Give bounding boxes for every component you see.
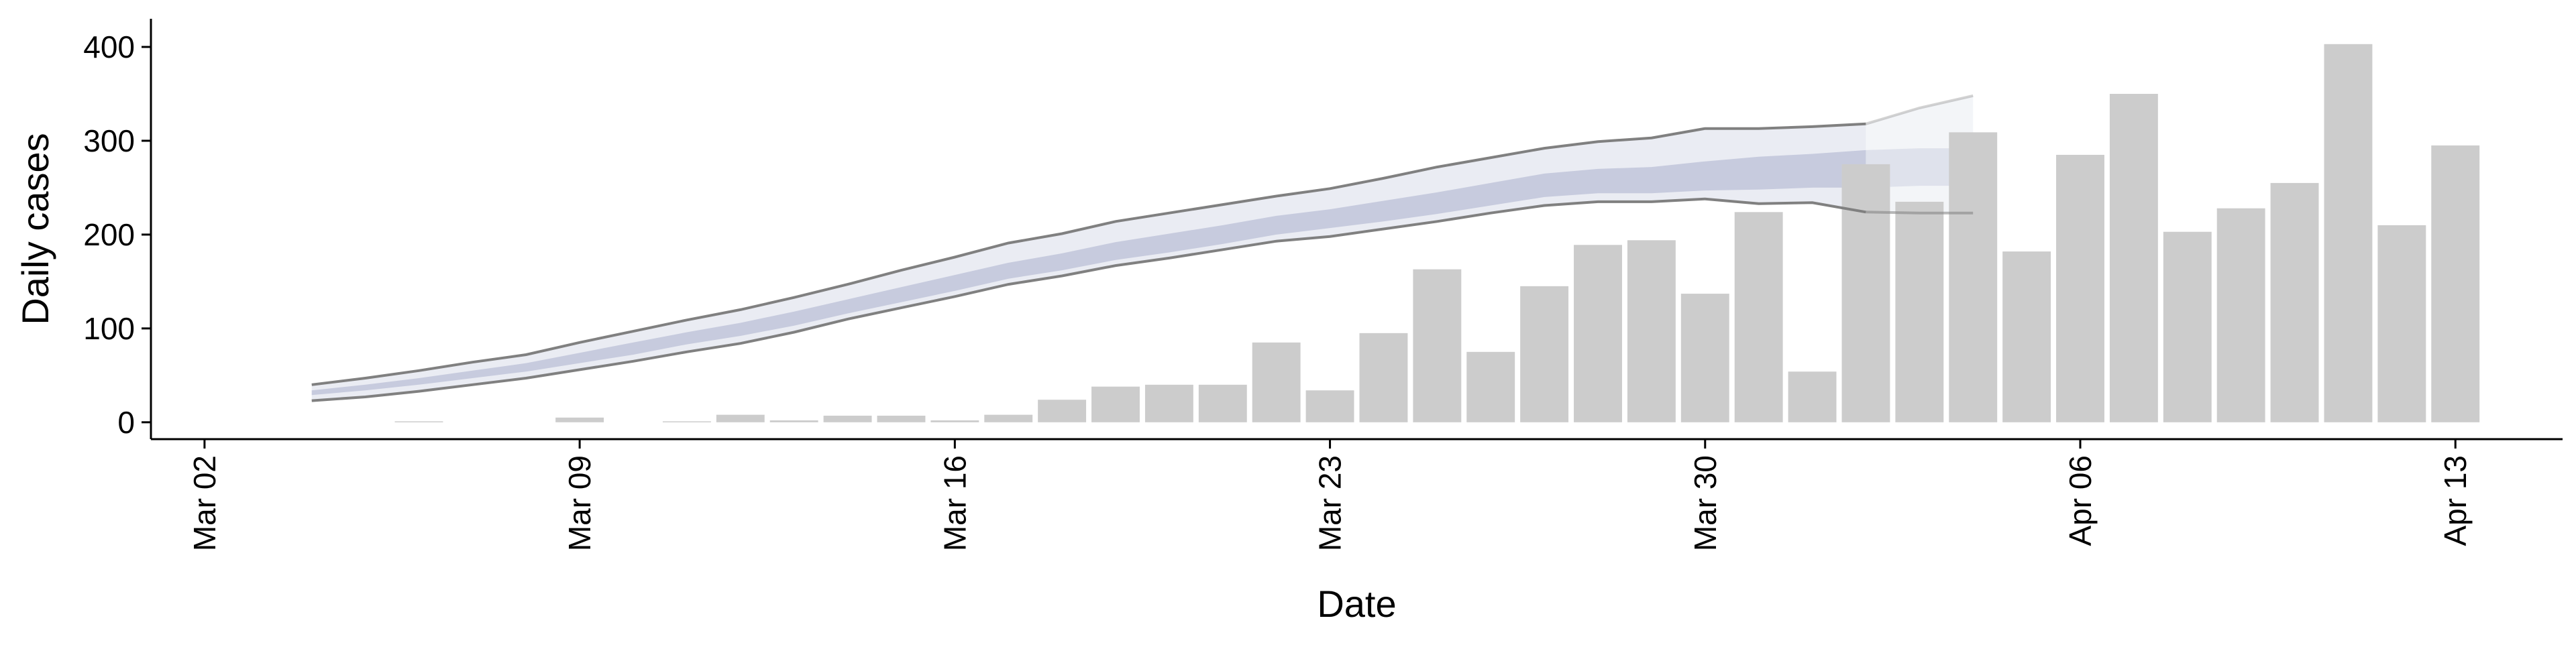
bar xyxy=(1038,400,1087,422)
lower-bound-line-projected xyxy=(1866,211,1974,215)
axes xyxy=(150,19,2563,440)
bar xyxy=(769,420,818,422)
upper-bound-line-projected xyxy=(1865,94,1974,125)
bar xyxy=(1252,342,1301,422)
bar xyxy=(1788,371,1837,422)
bar xyxy=(1359,333,1408,422)
y-tick-label: 0 xyxy=(117,405,135,440)
x-tick-label: Mar 23 xyxy=(1313,455,1348,551)
bar xyxy=(1305,390,1354,422)
bar xyxy=(2109,93,2158,422)
bar xyxy=(2270,182,2319,422)
estimate-lines xyxy=(311,94,1974,402)
bar xyxy=(877,416,926,422)
upper-bound-line xyxy=(311,122,1866,386)
bar xyxy=(1680,294,1729,422)
outer-band-projected xyxy=(1866,95,1974,213)
inner-band xyxy=(311,150,1866,396)
bar xyxy=(984,414,1033,422)
bar xyxy=(1734,212,1783,422)
y-ticks: 0 100 200 300 400 xyxy=(83,30,151,440)
bar xyxy=(1520,286,1569,422)
bar xyxy=(1949,132,1998,422)
bar xyxy=(2216,208,2265,422)
x-tick-label: Mar 16 xyxy=(937,455,972,551)
y-tick-label: 200 xyxy=(83,217,135,252)
x-axis-title: Date xyxy=(1317,583,1396,625)
x-tick-label: Apr 06 xyxy=(2063,455,2098,546)
bar xyxy=(555,417,604,422)
bar xyxy=(1574,245,1622,422)
bar xyxy=(716,414,765,422)
bar xyxy=(2163,231,2212,422)
y-tick-label: 300 xyxy=(83,123,135,158)
bar xyxy=(2324,44,2373,422)
bar xyxy=(1413,269,1462,422)
bar xyxy=(1198,384,1247,422)
y-axis-title: Daily cases xyxy=(14,133,56,325)
x-tick-label: Mar 09 xyxy=(562,455,597,551)
bar xyxy=(2377,225,2426,422)
bar xyxy=(1091,386,1140,422)
x-tick-label: Mar 02 xyxy=(187,455,222,551)
bar xyxy=(394,421,443,422)
bar xyxy=(823,416,872,422)
y-tick-label: 100 xyxy=(83,311,135,346)
inner-band-projected xyxy=(1866,148,1974,188)
bar xyxy=(1895,201,1944,422)
bar xyxy=(1144,384,1193,422)
bar xyxy=(1466,351,1515,422)
bar xyxy=(662,421,711,422)
lower-bound-line xyxy=(311,197,1866,402)
estimate-bands xyxy=(311,95,1974,401)
y-tick-label: 400 xyxy=(83,30,135,64)
x-tick-label: Mar 30 xyxy=(1688,455,1723,551)
x-tick-label: Apr 13 xyxy=(2438,455,2473,546)
bar xyxy=(2431,145,2480,422)
bar xyxy=(2056,154,2104,422)
bar xyxy=(930,420,979,422)
bar xyxy=(2002,251,2051,422)
bar xyxy=(1627,240,1676,422)
bar xyxy=(1841,164,1890,422)
case-bars xyxy=(394,44,2480,422)
x-ticks: Mar 02 Mar 09 Mar 16 Mar 23 Mar 30 Apr 06 Apr … xyxy=(187,439,2473,551)
